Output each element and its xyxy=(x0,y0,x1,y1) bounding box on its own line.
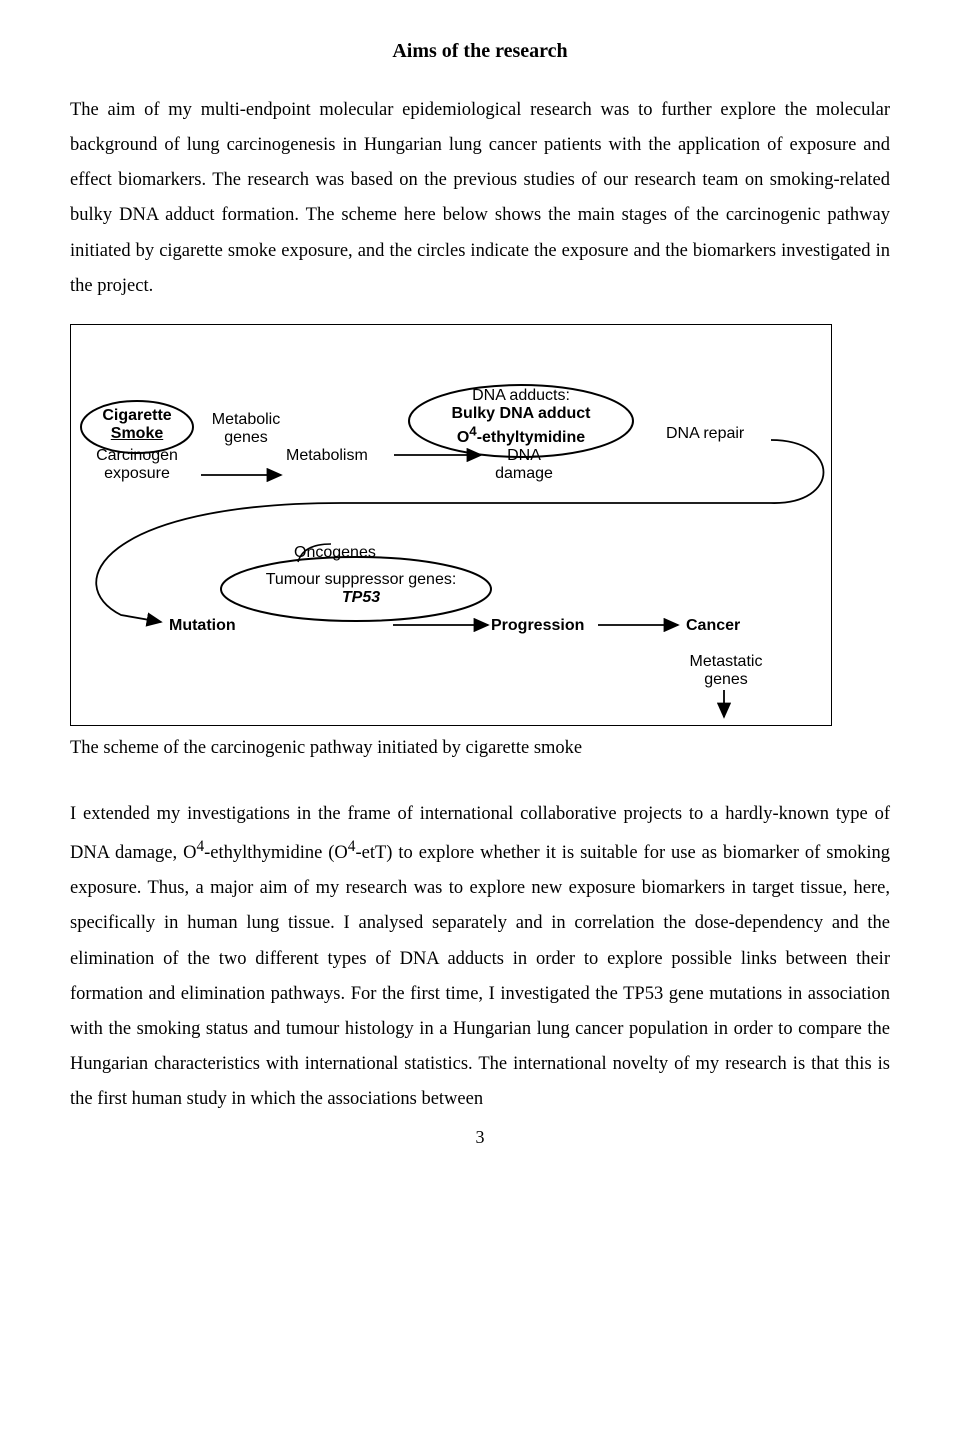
p2-sup1: 4 xyxy=(196,838,204,855)
label-mutation: Mutation xyxy=(169,617,236,635)
label-dna-damage: DNA damage xyxy=(479,447,569,484)
page-number: 3 xyxy=(70,1127,890,1148)
label-tumour-suppressor: Tumour suppressor genes: TP53 xyxy=(231,571,491,608)
carcinogen-l2: exposure xyxy=(104,465,170,482)
label-dna-adducts-block: DNA adducts: Bulky DNA adduct O4-ethylty… xyxy=(421,387,621,448)
page-title: Aims of the research xyxy=(70,40,890,63)
o4-sup: 4 xyxy=(469,424,476,439)
metastatic-l1: Metastatic xyxy=(690,653,763,670)
label-oncogenes: Oncogenes xyxy=(294,544,376,562)
p2-mid1: -ethylthymidine (O xyxy=(204,843,348,863)
dna-damage-l2: damage xyxy=(495,465,553,482)
metabolic-l1: Metabolic xyxy=(212,411,280,428)
p2-post: -etT) to explore whether it is suitable … xyxy=(70,843,890,1109)
dna-damage-l1: DNA xyxy=(507,447,541,464)
label-dna-repair: DNA repair xyxy=(666,425,744,443)
label-cigarette-smoke: Cigarette Smoke xyxy=(89,407,185,444)
label-carcinogen-exposure: Carcinogen exposure xyxy=(89,447,185,484)
metastatic-l2: genes xyxy=(704,671,748,688)
intro-paragraph: The aim of my multi-endpoint molecular e… xyxy=(70,93,890,304)
cigarette-l1: Cigarette xyxy=(102,407,171,424)
o4-label: O4-ethyltymidine xyxy=(457,429,585,446)
label-metastatic-genes: Metastatic genes xyxy=(681,653,771,690)
bulky-dna-adduct: Bulky DNA adduct xyxy=(452,405,591,422)
pathway-diagram: Cigarette Smoke Carcinogen exposure Meta… xyxy=(70,324,832,726)
o4-post: -ethyltymidine xyxy=(477,429,585,446)
second-paragraph: I extended my investigations in the fram… xyxy=(70,797,890,1117)
o4-pre: O xyxy=(457,429,469,446)
tp53-text: TP53 xyxy=(342,589,380,606)
cigarette-l2: Smoke xyxy=(111,425,163,442)
metabolic-l2: genes xyxy=(224,429,268,446)
carcinogen-l1: Carcinogen xyxy=(96,447,178,464)
diagram-caption: The scheme of the carcinogenic pathway i… xyxy=(70,738,890,759)
dna-adducts-l1: DNA adducts: xyxy=(472,387,570,404)
label-progression: Progression xyxy=(491,617,584,635)
label-cancer: Cancer xyxy=(686,617,740,635)
tumour-suppressor-text: Tumour suppressor genes: xyxy=(266,571,457,588)
label-metabolic-genes: Metabolic genes xyxy=(201,411,291,448)
label-metabolism: Metabolism xyxy=(286,447,368,465)
